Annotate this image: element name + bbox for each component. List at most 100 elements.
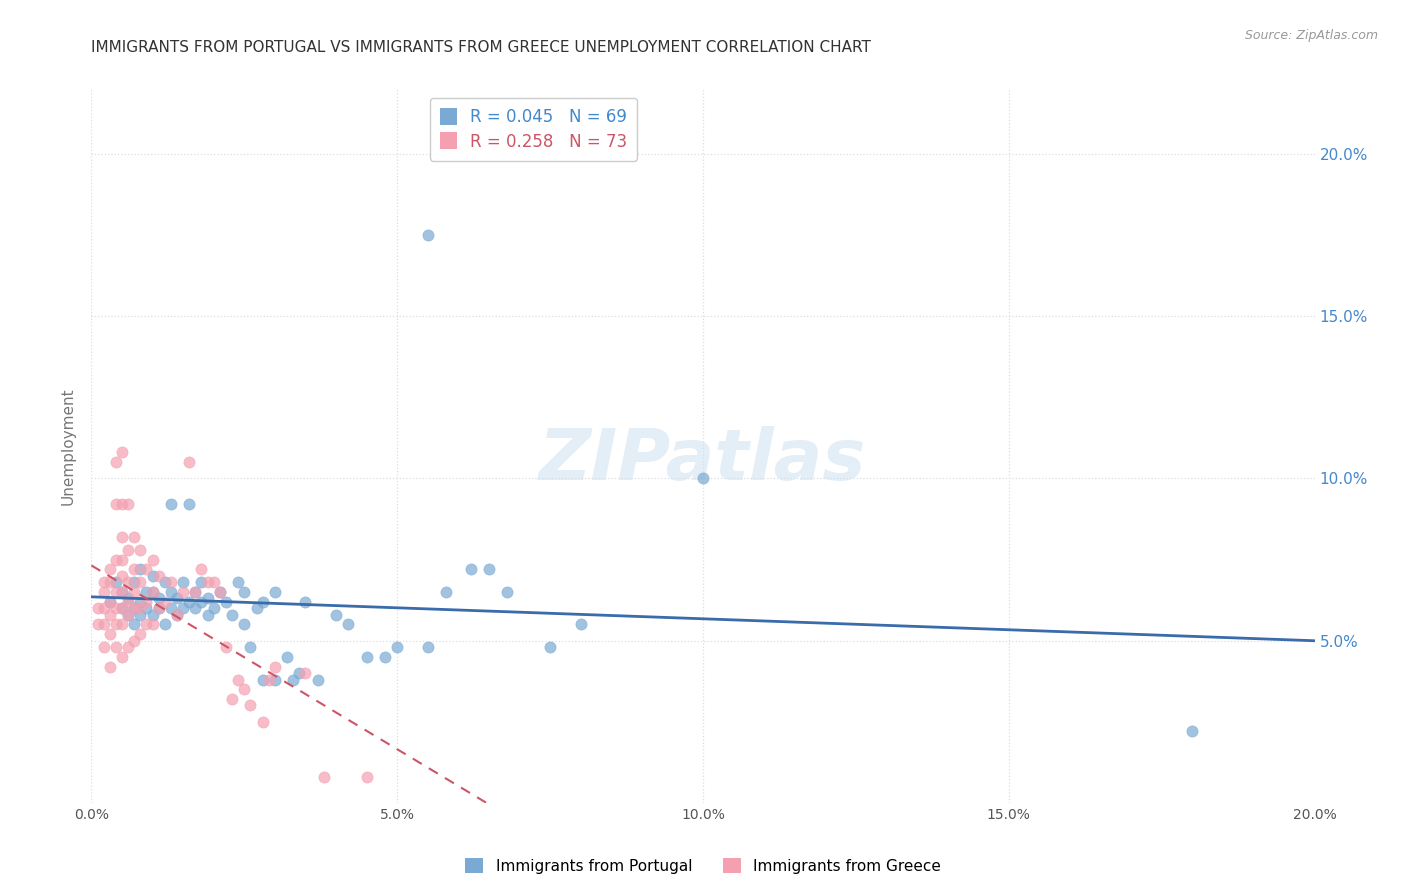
Point: [86, 617, 108, 632]
Point: [117, 640, 139, 654]
Point: [141, 585, 163, 599]
Point: [245, 601, 267, 615]
Point: [86, 601, 108, 615]
Point: [104, 575, 127, 590]
Point: [221, 607, 243, 622]
Point: [122, 585, 145, 599]
Point: [111, 601, 134, 615]
Point: [135, 595, 157, 609]
Point: [122, 601, 145, 615]
Point: [276, 649, 298, 664]
Point: [160, 585, 183, 599]
Text: IMMIGRANTS FROM PORTUGAL VS IMMIGRANTS FROM GREECE UNEMPLOYMENT CORRELATION CHAR: IMMIGRANTS FROM PORTUGAL VS IMMIGRANTS F…: [91, 40, 872, 55]
Point: [1181, 724, 1204, 739]
Point: [117, 591, 139, 606]
Point: [252, 673, 274, 687]
Point: [202, 601, 225, 615]
Text: ZIPatlas: ZIPatlas: [540, 425, 866, 495]
Point: [356, 770, 378, 784]
Point: [160, 497, 183, 511]
Point: [104, 640, 127, 654]
Point: [129, 627, 152, 641]
Point: [239, 698, 262, 713]
Point: [264, 585, 287, 599]
Point: [98, 575, 121, 590]
Point: [153, 575, 176, 590]
Point: [104, 455, 127, 469]
Point: [153, 595, 176, 609]
Point: [111, 497, 134, 511]
Point: [117, 575, 139, 590]
Point: [190, 595, 212, 609]
Point: [111, 601, 134, 615]
Point: [93, 640, 115, 654]
Point: [416, 228, 439, 243]
Point: [264, 673, 287, 687]
Point: [135, 601, 157, 615]
Point: [172, 601, 194, 615]
Point: [160, 601, 183, 615]
Point: [208, 585, 231, 599]
Point: [104, 617, 127, 632]
Point: [172, 575, 194, 590]
Point: [148, 591, 170, 606]
Point: [117, 542, 139, 557]
Point: [325, 607, 347, 622]
Point: [252, 714, 274, 729]
Point: [233, 617, 256, 632]
Point: [569, 617, 592, 632]
Point: [122, 633, 145, 648]
Point: [184, 585, 207, 599]
Point: [135, 617, 157, 632]
Point: [148, 601, 170, 615]
Point: [264, 659, 287, 673]
Point: [153, 617, 176, 632]
Point: [104, 585, 127, 599]
Point: [98, 562, 121, 576]
Point: [184, 585, 207, 599]
Point: [111, 530, 134, 544]
Point: [135, 562, 157, 576]
Point: [129, 562, 152, 576]
Point: [104, 601, 127, 615]
Point: [385, 640, 409, 654]
Point: [460, 562, 482, 576]
Point: [288, 666, 311, 681]
Point: [117, 595, 139, 609]
Point: [129, 542, 152, 557]
Point: [148, 601, 170, 615]
Point: [294, 666, 316, 681]
Point: [104, 552, 127, 566]
Point: [226, 575, 249, 590]
Point: [283, 673, 305, 687]
Point: [122, 530, 145, 544]
Point: [184, 601, 207, 615]
Point: [93, 575, 115, 590]
Point: [179, 455, 201, 469]
Point: [111, 649, 134, 664]
Point: [141, 607, 163, 622]
Point: [111, 585, 134, 599]
Point: [197, 607, 219, 622]
Point: [226, 673, 249, 687]
Point: [166, 591, 188, 606]
Point: [141, 552, 163, 566]
Point: [141, 568, 163, 582]
Point: [374, 649, 396, 664]
Y-axis label: Unemployment: Unemployment: [60, 387, 76, 505]
Point: [190, 575, 212, 590]
Point: [98, 627, 121, 641]
Point: [233, 585, 256, 599]
Point: [179, 595, 201, 609]
Point: [166, 607, 188, 622]
Point: [208, 585, 231, 599]
Point: [179, 497, 201, 511]
Point: [294, 595, 316, 609]
Point: [104, 497, 127, 511]
Point: [496, 585, 519, 599]
Point: [93, 585, 115, 599]
Point: [111, 617, 134, 632]
Point: [111, 585, 134, 599]
Point: [257, 673, 280, 687]
Point: [111, 552, 134, 566]
